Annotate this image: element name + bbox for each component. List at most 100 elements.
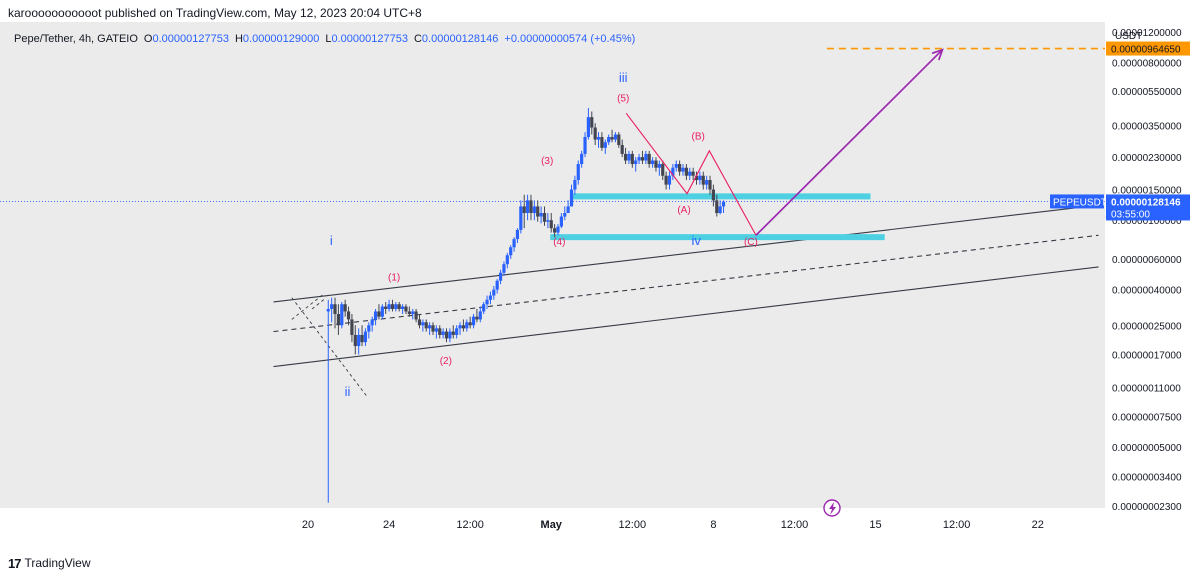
time-axis-ticks: 20 24 12:00 May 12:00 8 12:00 15 12:00 22 <box>302 519 1044 531</box>
publish-header: karooooooooooot published on TradingView… <box>8 6 422 20</box>
time-tick-label: 24 <box>383 519 395 531</box>
candle <box>678 160 682 176</box>
candle <box>556 224 560 236</box>
candle <box>458 322 462 335</box>
candle <box>465 319 469 332</box>
chart-container[interactable]: Pepe/Tether, 4h, GATEIO O 0.00000127753 H 0… <box>0 6 1200 550</box>
subwave-label: (4) <box>553 237 565 248</box>
candle <box>387 299 391 312</box>
candle <box>623 147 628 165</box>
candle <box>566 200 570 214</box>
abc-correction-path <box>625 113 757 236</box>
candle <box>431 322 435 335</box>
price-tick-label: 0.00001200000 <box>1112 28 1182 39</box>
time-axis-background[interactable] <box>0 508 1105 550</box>
time-tick-label: May <box>541 519 563 531</box>
candle <box>421 319 425 332</box>
candle <box>698 171 702 185</box>
candle <box>343 299 347 317</box>
price-chart[interactable]: Pepe/Tether, 4h, GATEIO O 0.00000127753 H 0… <box>0 6 1200 550</box>
candle <box>654 157 658 172</box>
candle <box>586 108 590 140</box>
candle <box>340 301 344 329</box>
candle <box>434 325 438 339</box>
candle <box>509 245 513 259</box>
candle <box>357 328 361 355</box>
symbol-name: Pepe/Tether, 4h, GATEIO <box>14 33 138 45</box>
candle <box>411 308 415 320</box>
price-axis-ticks: 0.00001200000 0.00000800000 0.00000550000 0… <box>1112 28 1182 513</box>
flash-icon[interactable] <box>823 499 841 517</box>
subwave-label: (B) <box>692 132 705 143</box>
subwave-label: (C) <box>744 237 758 248</box>
price-axis-background[interactable] <box>1105 22 1200 508</box>
candle <box>590 111 594 135</box>
countdown-label: 03:55:00 <box>1111 209 1150 220</box>
candle <box>346 306 351 326</box>
candle <box>718 200 722 215</box>
candle <box>539 206 543 224</box>
candle <box>471 314 476 329</box>
projection-arrow-head <box>931 48 944 61</box>
candle <box>512 237 516 252</box>
subwave-label: (5) <box>617 93 629 104</box>
candle <box>657 160 661 176</box>
wave-label-iv: iv <box>691 233 701 248</box>
candle <box>542 206 547 226</box>
time-tick-label: 15 <box>869 519 881 531</box>
candle <box>573 175 577 195</box>
candle <box>414 308 418 323</box>
subwave-label: (A) <box>677 205 690 216</box>
candle <box>647 150 651 168</box>
price-tick-label: 0.00000025000 <box>1112 321 1182 332</box>
candle <box>688 167 692 181</box>
last-price-label: 0.00000128146 <box>1111 197 1181 208</box>
candle <box>593 123 597 145</box>
candle <box>488 291 493 305</box>
legend-value-h: 0.00000129000 <box>243 33 319 45</box>
candle <box>596 132 601 148</box>
candle <box>694 171 699 185</box>
candle <box>363 328 368 347</box>
price-tick-label: 0.00000003400 <box>1112 472 1182 483</box>
candle <box>634 157 638 172</box>
candle <box>448 328 452 343</box>
symbol-legend: Pepe/Tether, 4h, GATEIO O 0.00000127753 H 0… <box>14 33 635 45</box>
candle <box>661 160 665 181</box>
projection-arrow-line <box>755 49 944 236</box>
candle <box>451 325 455 339</box>
candle <box>468 316 472 329</box>
support-zones <box>550 193 885 241</box>
wave-ii-wedge-line <box>291 297 368 397</box>
candle <box>583 132 587 158</box>
legend-key-c: C <box>414 33 422 45</box>
candle <box>650 157 655 168</box>
candle <box>350 314 354 343</box>
candle <box>671 164 675 181</box>
trend-channel <box>0 201 1105 397</box>
candle <box>576 160 580 185</box>
candle <box>390 299 395 312</box>
legend-key-l: L <box>325 33 331 45</box>
wave-label-i: i <box>330 233 333 248</box>
candle <box>326 299 330 503</box>
candle <box>569 184 574 207</box>
tradingview-logo-icon: 17 <box>8 555 22 571</box>
candle <box>711 184 715 207</box>
legend-value-o: 0.00000127753 <box>152 33 228 45</box>
candle <box>502 261 506 276</box>
price-tick-label: 0.00000011000 <box>1112 383 1181 394</box>
candle <box>613 132 618 143</box>
candle <box>640 150 645 165</box>
candle <box>482 301 486 315</box>
candle <box>674 160 678 172</box>
candle <box>620 139 624 158</box>
candle <box>377 304 381 320</box>
legend-key-h: H <box>235 33 243 45</box>
wave-label-ii: ii <box>345 384 351 399</box>
candle <box>367 322 371 339</box>
time-tick-label: 12:00 <box>619 519 647 531</box>
time-tick-label: 12:00 <box>943 519 971 531</box>
candle <box>701 171 705 190</box>
candle <box>617 132 621 148</box>
